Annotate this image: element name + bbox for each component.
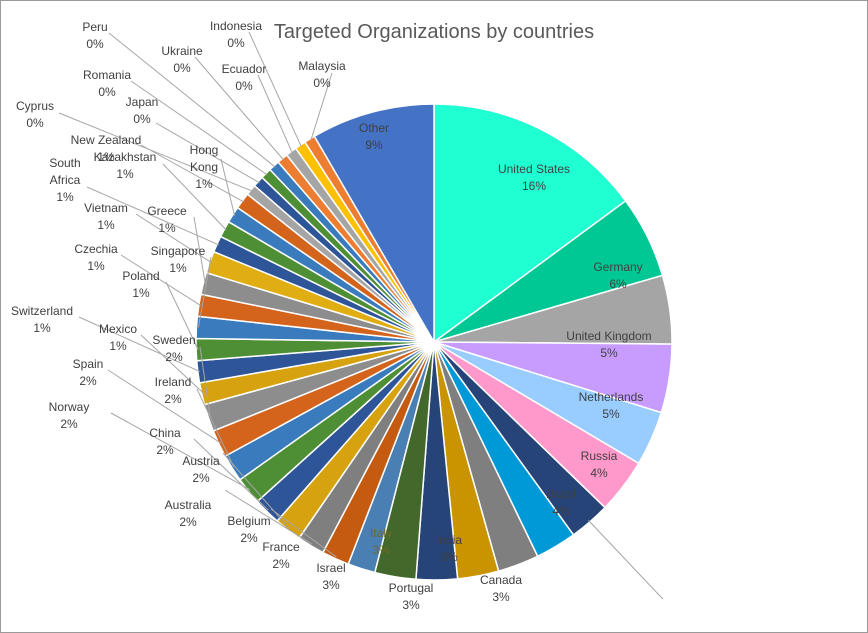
- leader-line: [130, 80, 268, 176]
- slice-label-united-states: United States 16%: [498, 162, 570, 193]
- slice-labels: United States 16% Germany 6% United Kingdom 5…: [11, 19, 652, 612]
- leader-line: [197, 256, 212, 328]
- slice-label-greece: Greece 1%: [147, 204, 187, 235]
- slice-label-switzerland: Switzerland 1%: [11, 304, 73, 335]
- leader-line: [140, 334, 205, 394]
- pie-slices: [195, 103, 673, 581]
- leader-line: [110, 412, 251, 491]
- leader-line: [58, 112, 253, 192]
- slice-label-vietnam: Vietnam 1%: [84, 201, 128, 232]
- leader-line: [220, 158, 236, 216]
- leader-line: [310, 72, 333, 141]
- slice-label-sweden: Sweden 2%: [152, 333, 195, 364]
- slice-label-israel: Israel 3%: [316, 561, 345, 592]
- leader-line: [155, 122, 260, 184]
- leader-line: [194, 56, 285, 161]
- slice-label-india: India 3%: [436, 533, 462, 564]
- chart-title: Targeted Organizations by countries: [274, 21, 594, 43]
- slice-label-peru: Peru 0%: [82, 20, 107, 51]
- slice-label-italy: Italy 3%: [370, 526, 392, 557]
- slice-label-netherlands: Netherlands 5%: [579, 390, 644, 421]
- slice-label-hong-kong: Hong Kong 1%: [190, 143, 219, 191]
- leader-line: [135, 213, 212, 264]
- slice-label-austria: Austria 2%: [182, 454, 220, 485]
- leader-line: [248, 31, 302, 148]
- pie-slice-united-states: [433, 103, 627, 344]
- pie-slice-other: [313, 103, 435, 345]
- leader-line: [165, 281, 199, 350]
- leader-line: [86, 186, 220, 246]
- leader-line: [270, 508, 337, 558]
- leader-line: [199, 346, 211, 418]
- slice-label-malaysia: Malaysia 0%: [298, 59, 346, 90]
- slice-label-south-africa: South Africa 1%: [49, 156, 80, 204]
- leader-line: [193, 216, 206, 284]
- slice-label-portugal: Portugal 3%: [389, 581, 434, 612]
- slice-label-ecuador: Ecuador 0%: [222, 62, 267, 93]
- leader-line: [162, 163, 227, 231]
- slice-label-united-kingdom: United Kingdom 5%: [566, 329, 651, 360]
- slice-label-singapore: Singapore 1%: [151, 244, 206, 275]
- slice-label-china: China 2%: [149, 426, 181, 457]
- slice-label-spain: Spain 2%: [73, 357, 104, 388]
- slice-label-germany: Germany 6%: [593, 260, 642, 291]
- slice-label-cyprus: Cyprus 0%: [16, 99, 54, 130]
- slice-label-czechia: Czechia 1%: [74, 242, 118, 273]
- slice-label-indonesia: Indonesia 0%: [210, 19, 262, 50]
- leader-line: [222, 452, 290, 529]
- leader-line: [196, 388, 235, 468]
- slice-label-australia: Australia 2%: [165, 498, 212, 529]
- slice-label-kazakhstan: Kazakhstan 1%: [94, 150, 157, 181]
- leader-line: [107, 369, 221, 444]
- slice-label-new-zealand: New Zealand 1%: [71, 133, 142, 164]
- slice-label-norway: Norway 2%: [49, 400, 90, 431]
- slice-label-ukraine: Ukraine 0%: [161, 44, 203, 75]
- leader-lines: [58, 31, 664, 600]
- leader-line: [257, 74, 293, 154]
- leader-line: [224, 489, 313, 545]
- leader-line: [193, 438, 269, 511]
- slice-label-mexico: Mexico 1%: [99, 322, 137, 353]
- slice-label-russia: Russia 4%: [581, 449, 618, 480]
- slice-label-japan: Japan 0%: [126, 95, 159, 126]
- slice-label-other: Other 9%: [359, 121, 389, 152]
- slice-label-poland: Poland 1%: [122, 269, 159, 300]
- slice-label-france: France 2%: [262, 540, 300, 571]
- slice-label-belgium: Belgium 2%: [227, 514, 270, 545]
- leader-line: [140, 144, 245, 203]
- leader-line: [108, 32, 276, 168]
- slice-label-romania: Romania 0%: [83, 68, 131, 99]
- slice-label-ireland: Ireland 2%: [155, 375, 192, 406]
- slice-label-brazil: Brazil 4%: [546, 487, 576, 518]
- leader-line: [588, 520, 664, 600]
- leader-line: [78, 316, 201, 373]
- slice-label-canada: Canada 3%: [480, 573, 522, 604]
- leader-line: [120, 254, 202, 307]
